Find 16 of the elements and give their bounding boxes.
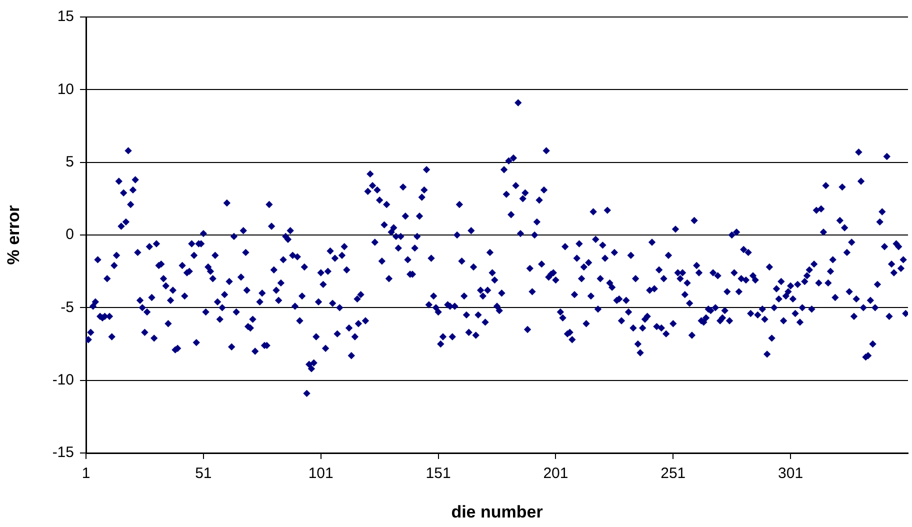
y-tick-label: -10 xyxy=(52,371,74,388)
y-tick-label: -15 xyxy=(52,444,74,462)
x-tick-label: 151 xyxy=(426,465,451,482)
x-axis-title: die number xyxy=(451,502,544,522)
y-axis-title: % error xyxy=(4,204,23,265)
y-tick-label: 15 xyxy=(57,8,74,26)
x-tick-label: 301 xyxy=(778,465,804,482)
x-tick-label: 251 xyxy=(660,465,686,482)
y-tick-label: 0 xyxy=(66,226,74,244)
x-tick-label: 201 xyxy=(543,465,568,482)
x-tick-label: 101 xyxy=(308,465,334,482)
y-tick-label: 10 xyxy=(57,80,74,98)
x-tick-label: 1 xyxy=(82,465,90,482)
x-tick-label: 51 xyxy=(195,465,212,482)
y-tick-label: -5 xyxy=(60,298,74,316)
y-tick-label: 5 xyxy=(66,153,74,170)
